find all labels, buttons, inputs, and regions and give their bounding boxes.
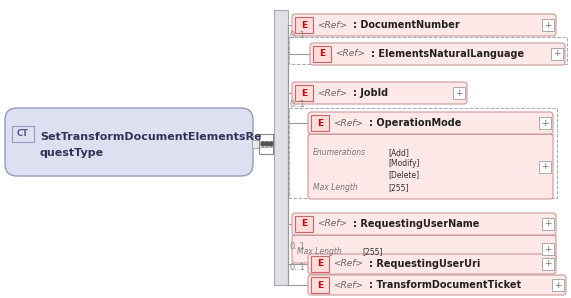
Text: 0..1: 0..1	[290, 31, 305, 40]
Bar	[259, 134, 273, 154]
Text: E: E	[317, 280, 323, 289]
Text: Max Length: Max Length	[297, 247, 342, 256]
Bar	[542, 243, 554, 255]
Text: <Ref>: <Ref>	[333, 280, 363, 289]
Text: [Add]: [Add]	[388, 148, 409, 157]
Text: <Ref>: <Ref>	[335, 49, 365, 58]
Text: +: +	[541, 119, 549, 128]
Bar	[539, 117, 551, 129]
Text: 0..1: 0..1	[290, 263, 305, 272]
Text: +: +	[554, 280, 562, 289]
Text: <Ref>: <Ref>	[333, 119, 363, 128]
Bar	[295, 85, 313, 101]
Circle shape	[265, 142, 269, 146]
Bar	[274, 10, 288, 285]
Text: CT: CT	[17, 130, 29, 139]
Text: Enumerations: Enumerations	[313, 148, 366, 157]
FancyBboxPatch shape	[292, 235, 556, 263]
Bar	[453, 87, 465, 99]
Text: SetTransformDocumentElementsRe: SetTransformDocumentElementsRe	[40, 132, 262, 142]
Text: <Ref>: <Ref>	[317, 89, 347, 97]
Text: 0..1: 0..1	[290, 242, 305, 251]
FancyBboxPatch shape	[292, 82, 467, 104]
Text: : TransformDocumentTicket: : TransformDocumentTicket	[369, 280, 521, 290]
Text: : ElementsNaturalLanguage: : ElementsNaturalLanguage	[371, 49, 524, 59]
Bar	[295, 17, 313, 33]
Text: E: E	[319, 49, 325, 58]
Text: <Ref>: <Ref>	[333, 260, 363, 268]
Circle shape	[261, 142, 265, 146]
Text: [255]: [255]	[362, 247, 383, 256]
FancyBboxPatch shape	[292, 14, 556, 36]
Text: E: E	[317, 260, 323, 268]
Bar	[295, 216, 313, 232]
Text: +: +	[544, 21, 552, 30]
Text: : DocumentNumber: : DocumentNumber	[353, 20, 460, 30]
Bar	[289, 108, 557, 198]
FancyBboxPatch shape	[310, 43, 565, 65]
Bar	[311, 277, 329, 293]
Text: E: E	[301, 21, 307, 30]
Text: : OperationMode: : OperationMode	[369, 118, 461, 128]
Bar	[311, 256, 329, 272]
Circle shape	[269, 142, 273, 146]
FancyBboxPatch shape	[308, 275, 566, 295]
FancyBboxPatch shape	[308, 134, 553, 199]
Text: E: E	[301, 89, 307, 97]
Bar	[551, 48, 563, 60]
Text: Max Length: Max Length	[313, 183, 358, 192]
Text: +: +	[544, 244, 552, 254]
Text: : JobId: : JobId	[353, 88, 388, 98]
Text: +: +	[544, 220, 552, 229]
FancyBboxPatch shape	[292, 213, 556, 235]
Text: +: +	[455, 89, 463, 97]
FancyBboxPatch shape	[308, 254, 556, 274]
Text: +: +	[541, 162, 549, 171]
Text: [255]: [255]	[388, 183, 408, 192]
Bar	[289, 37, 567, 64]
FancyBboxPatch shape	[5, 108, 253, 176]
Text: 0..1: 0..1	[290, 100, 305, 109]
Text: [Delete]: [Delete]	[388, 170, 419, 179]
Text: +: +	[544, 260, 552, 268]
Text: questType: questType	[40, 148, 104, 158]
Text: E: E	[317, 119, 323, 128]
Bar	[542, 258, 554, 270]
Text: E: E	[301, 220, 307, 229]
Bar	[539, 161, 551, 173]
Text: <Ref>: <Ref>	[317, 220, 347, 229]
Text: : RequestingUserName: : RequestingUserName	[353, 219, 480, 229]
Bar	[12, 126, 34, 142]
Text: <Ref>: <Ref>	[317, 21, 347, 30]
Bar	[552, 279, 564, 291]
Text: +: +	[553, 49, 561, 58]
Bar	[542, 218, 554, 230]
Text: : RequestingUserUri: : RequestingUserUri	[369, 259, 480, 269]
Bar	[542, 19, 554, 31]
Bar	[313, 46, 331, 62]
FancyBboxPatch shape	[308, 112, 553, 134]
Bar	[311, 115, 329, 131]
Bar	[252, 140, 260, 148]
Text: [Modify]: [Modify]	[388, 159, 420, 168]
